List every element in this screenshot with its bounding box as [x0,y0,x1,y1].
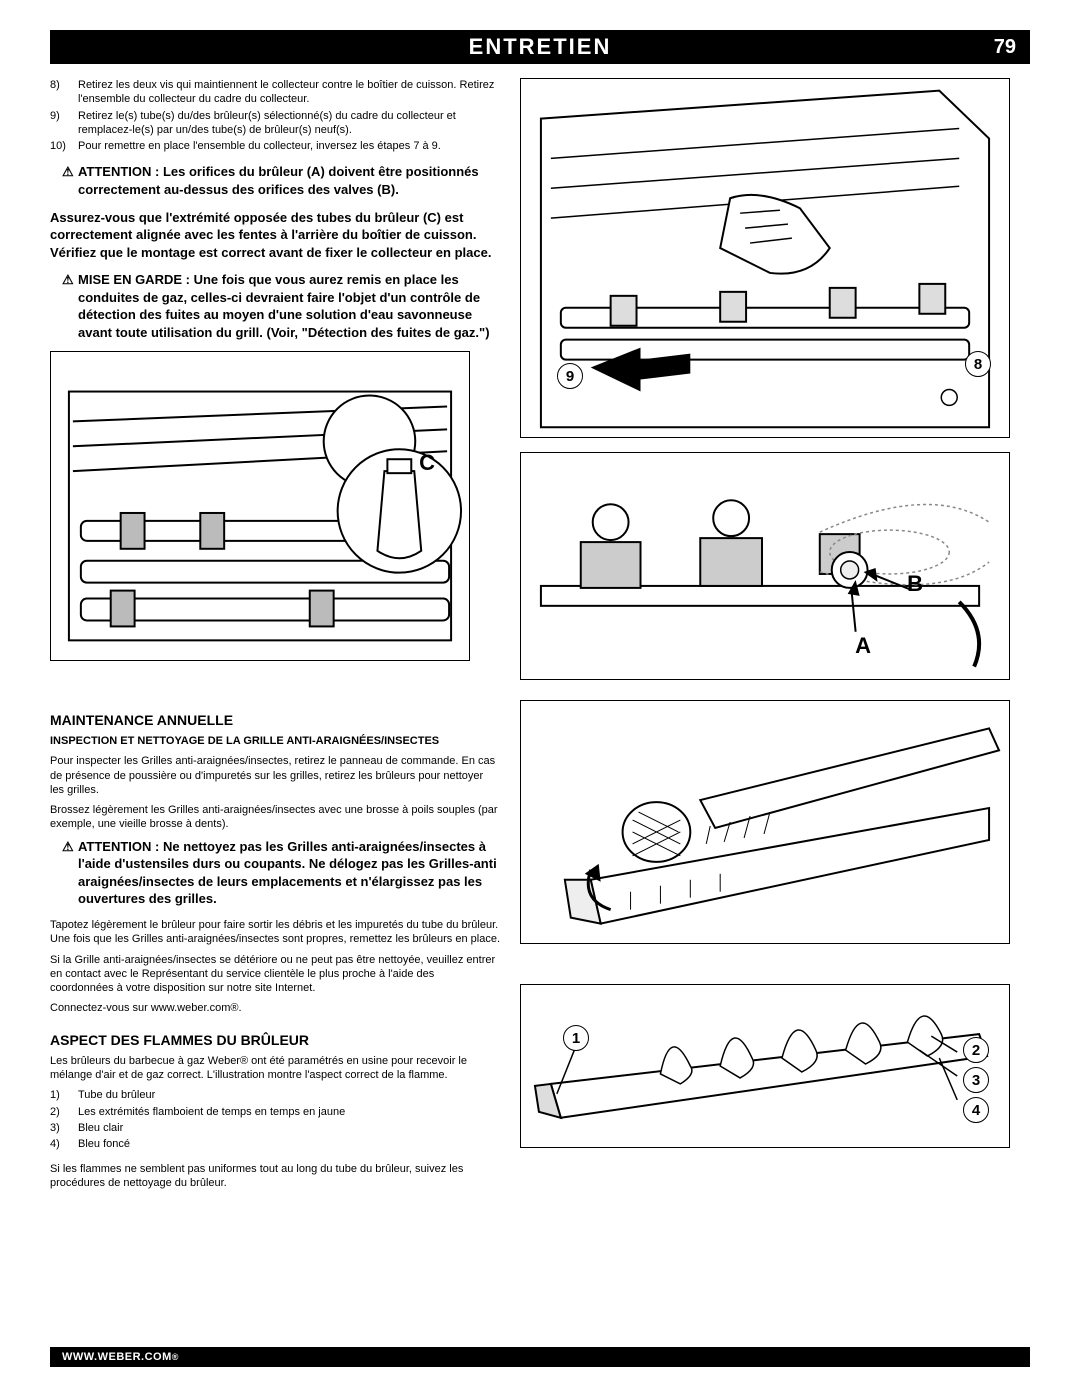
footer-reg: ® [172,1352,179,1362]
callout-8: 8 [965,351,991,377]
list-item: 2)Les extrémités flamboient de temps en … [50,1105,500,1119]
header-bar: ENTRETIEN 79 [50,30,1030,64]
callout-3: 3 [963,1067,989,1093]
illustration-step-8-9: 9 8 [520,78,1010,438]
callout-9: 9 [557,363,583,389]
heading-flames: ASPECT DES FLAMMES DU BRÛLEUR [50,1032,500,1048]
top-steps-list: 8)Retirez les deux vis qui maintiennent … [50,78,500,153]
maintenance-p1: Pour inspecter les Grilles anti-araignée… [50,754,500,797]
footer-url: WWW.WEBER.COM [62,1351,172,1363]
list-item: 4)Bleu foncé [50,1137,500,1151]
illustration-label-b: B [907,571,923,597]
flames-intro: Les brûleurs du barbecue à gaz Weber® on… [50,1054,500,1083]
warning-icon: ⚠ [62,163,78,181]
warning-mise-en-garde: ⚠MISE EN GARDE : Une fois que vous aurez… [50,271,500,341]
subheading-inspection: INSPECTION ET NETTOYAGE DE LA GRILLE ANT… [50,734,500,748]
left-column-top: 8)Retirez les deux vis qui maintiennent … [50,78,500,680]
left-column-maintenance: MAINTENANCE ANNUELLE INSPECTION ET NETTO… [50,700,500,1196]
warning-attention-1: ⚠ATTENTION : Les orifices du brûleur (A)… [50,163,500,198]
warning-icon: ⚠ [62,271,78,289]
maintenance-p5: Connectez-vous sur www.weber.com®. [50,1001,500,1015]
maintenance-p2: Brossez légèrement les Grilles anti-arai… [50,803,500,832]
maintenance-p4: Si la Grille anti-araignées/insectes se … [50,953,500,996]
callout-2: 2 [963,1037,989,1063]
warning-text-1b: Assurez-vous que l'extrémité opposée des… [50,209,500,262]
step89-svg [521,78,1009,438]
list-item: 8)Retirez les deux vis qui maintiennent … [50,78,500,107]
brush-svg [521,700,1009,944]
illustration-label-c: C [419,450,435,476]
maintenance-p3: Tapotez légèrement le brûleur pour faire… [50,918,500,947]
list-item: 1)Tube du brûleur [50,1088,500,1102]
right-column-top: 9 8 [520,78,1010,680]
illustration-label-a: A [855,633,871,659]
content-row-top: 8)Retirez les deux vis qui maintiennent … [50,78,1030,680]
content-row-maintenance: MAINTENANCE ANNUELLE INSPECTION ET NETTO… [50,700,1030,1196]
warning-icon: ⚠ [62,838,78,856]
heading-maintenance: MAINTENANCE ANNUELLE [50,712,500,728]
header-title: ENTRETIEN [469,34,612,60]
flames-outro: Si les flammes ne semblent pas uniformes… [50,1162,500,1191]
callout-4: 4 [963,1097,989,1123]
list-item: 9)Retirez le(s) tube(s) du/des brûleur(s… [50,109,500,138]
footer-bar: WWW.WEBER.COM® [50,1347,1030,1367]
list-item: 3)Bleu clair [50,1121,500,1135]
header-page-number: 79 [994,36,1016,59]
illustration-brush-cleaning [520,700,1010,944]
right-column-maintenance: 1 2 3 4 [520,700,1010,1196]
callout-1: 1 [563,1025,589,1051]
illustration-burner-c: C [50,351,470,661]
illustration-valve-a-b: B A [520,452,1010,680]
warning-attention-cleaning: ⚠ATTENTION : Ne nettoyez pas les Grilles… [50,838,500,908]
valve-ab-svg [521,452,1009,680]
illustration-flame-diagram: 1 2 3 4 [520,984,1010,1148]
flame-svg [521,984,1009,1148]
burner-c-svg [51,351,469,661]
flames-list: 1)Tube du brûleur 2)Les extrémités flamb… [50,1088,500,1151]
list-item: 10)Pour remettre en place l'ensemble du … [50,139,500,153]
